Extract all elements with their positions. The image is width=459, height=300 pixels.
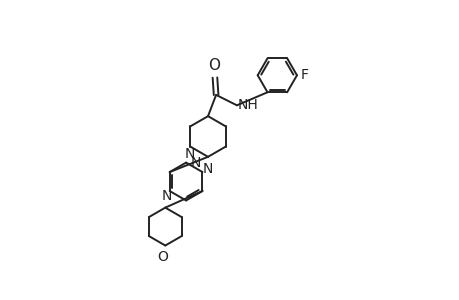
Text: F: F: [301, 68, 308, 82]
Text: N: N: [184, 147, 194, 161]
Text: O: O: [207, 58, 219, 74]
Text: N: N: [202, 162, 213, 176]
Text: O: O: [157, 250, 168, 264]
Text: NH: NH: [238, 98, 258, 112]
Text: N: N: [190, 156, 201, 170]
Text: N: N: [161, 190, 172, 203]
